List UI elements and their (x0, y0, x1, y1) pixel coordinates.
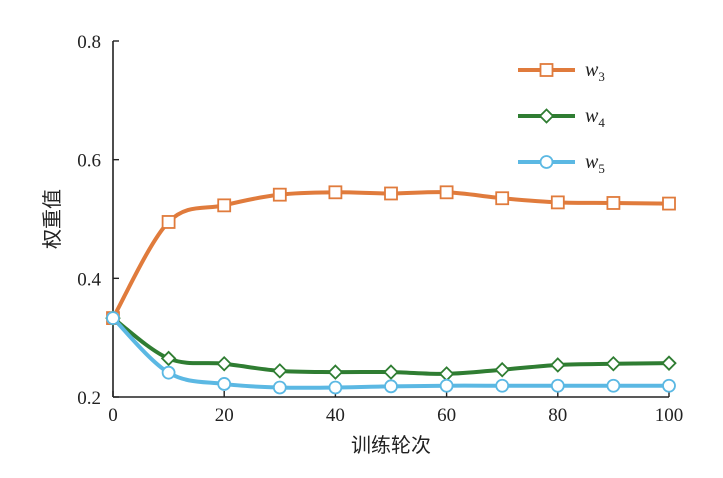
data-point-w3 (217, 198, 232, 213)
data-point-w5 (272, 380, 287, 395)
data-point-w5 (328, 380, 343, 395)
y-tick-label: 0.4 (77, 269, 101, 290)
legend-item-w5: w5 (518, 151, 605, 176)
data-point-w5 (106, 311, 120, 325)
data-point-w4 (438, 366, 455, 382)
legend-item-w3: w3 (518, 59, 605, 84)
data-point-w5 (662, 378, 676, 393)
data-point-w3 (606, 196, 621, 210)
y-axis-title: 权重值 (40, 189, 64, 249)
series-line-w3 (111, 190, 671, 321)
data-point-w5 (384, 379, 398, 394)
data-point-w4 (605, 356, 622, 372)
x-tick-label: 0 (108, 405, 118, 426)
series-w5 (106, 311, 676, 395)
data-point-w3 (161, 215, 176, 229)
legend-label: w5 (585, 151, 605, 176)
data-point-w4 (494, 361, 510, 378)
data-point-w4 (216, 356, 232, 372)
legend: w3 w4 w5 (518, 59, 605, 176)
data-point-w3 (495, 191, 510, 206)
series-w4 (105, 310, 677, 382)
data-point-w5 (217, 377, 232, 391)
x-tick-label: 20 (215, 405, 234, 426)
data-point-w5 (495, 378, 510, 393)
x-tick-label: 80 (548, 405, 567, 426)
legend-label: w4 (585, 105, 605, 130)
y-tick-label: 0.6 (77, 151, 101, 172)
x-tick-label: 40 (326, 405, 345, 426)
data-point-w5 (439, 378, 454, 393)
y-tick-label: 0.8 (77, 32, 101, 53)
data-point-w3 (662, 196, 676, 211)
legend-marker (539, 155, 554, 169)
data-point-w5 (161, 365, 176, 380)
data-point-w3 (384, 186, 398, 201)
series-layer (105, 185, 677, 395)
data-point-w4 (327, 364, 344, 380)
x-tick-label: 60 (437, 405, 456, 426)
data-point-w4 (383, 364, 399, 380)
legend-marker (538, 108, 555, 124)
y-tick-label: 0.2 (77, 388, 101, 409)
x-axis-title: 训练轮次 (351, 433, 431, 457)
data-point-w4 (272, 363, 288, 379)
data-point-w3 (272, 187, 287, 202)
data-point-w3 (439, 185, 454, 200)
data-point-w4 (550, 357, 566, 373)
data-point-w5 (550, 378, 565, 393)
data-point-w3 (328, 185, 343, 200)
data-point-w3 (550, 195, 565, 210)
data-point-w5 (606, 378, 621, 393)
x-tick-label: 100 (655, 405, 684, 426)
legend-item-w4: w4 (518, 105, 605, 130)
data-point-w4 (160, 350, 177, 367)
data-point-w4 (661, 355, 677, 371)
legend-label: w3 (585, 59, 605, 84)
series-w3 (106, 185, 676, 325)
axes: 0 20 40 60 80 100 0.2 0.4 0.6 0.8 (77, 32, 683, 426)
legend-marker (539, 63, 554, 77)
